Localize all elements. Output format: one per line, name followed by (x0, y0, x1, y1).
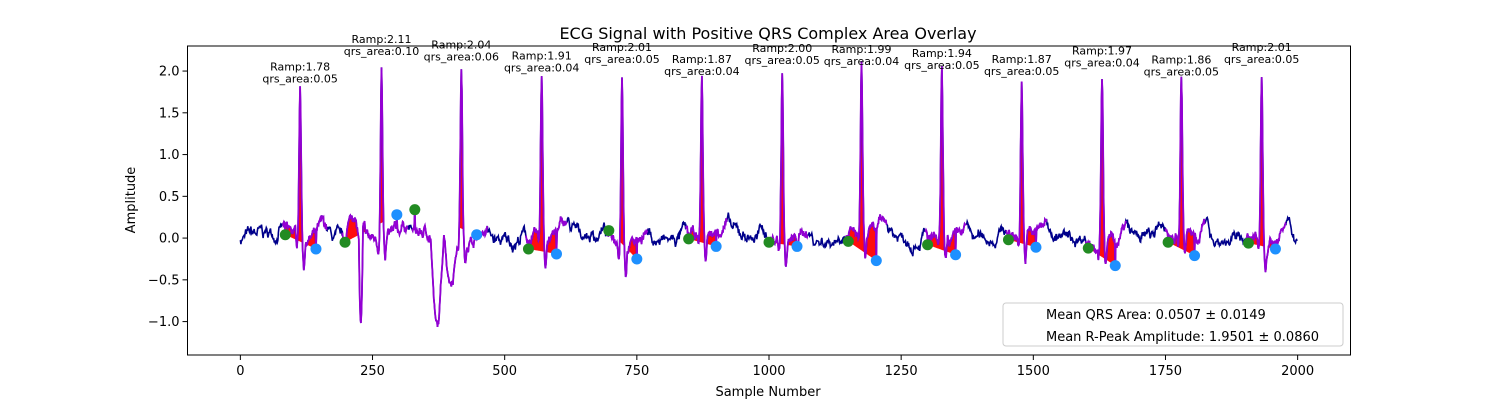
x-tick-label: 2000 (1281, 364, 1314, 379)
x-tick-label: 1250 (885, 364, 918, 379)
x-tick-label: 500 (492, 364, 517, 379)
peak-ramp-label: Ramp:1.94 (912, 47, 972, 60)
peak-ramp-label: Ramp:1.99 (831, 43, 891, 56)
qrs-offset-marker (1109, 260, 1121, 272)
peak-qrs-area-label: qrs_area:0.05 (1144, 66, 1219, 79)
qrs-offset-marker (950, 249, 962, 261)
qrs-segment-line (281, 86, 328, 271)
peak-ramp-label: Ramp:1.78 (270, 60, 330, 73)
qrs-area-fill (1088, 79, 1116, 266)
qrs-area-fill (927, 66, 956, 255)
qrs-onset-marker (1162, 236, 1174, 248)
qrs-segment-line (1005, 81, 1048, 265)
qrs-offset-marker (1030, 241, 1042, 253)
qrs-offset-marker (631, 253, 643, 265)
qrs-area-fill (1248, 77, 1276, 249)
peak-ramp-label: Ramp:2.04 (431, 39, 491, 52)
peak-ramp-label: Ramp:2.01 (592, 41, 652, 54)
qrs-onset-marker (1242, 237, 1254, 249)
qrs-segment-line (524, 76, 568, 269)
peak-qrs-area-label: qrs_area:0.04 (824, 55, 899, 68)
qrs-segment-line (924, 66, 967, 258)
legend-entry-r-peak: Mean R-Peak Amplitude: 1.9501 ± 0.0860 (1046, 330, 1319, 345)
qrs-offset-marker (310, 243, 322, 255)
axes: 0 250 500 750 1000 1250 1500 1750 2000 −1.0 −0.5 0.… (148, 65, 1314, 379)
qrs-onset-marker (339, 236, 351, 248)
peak-ramp-label: Ramp:1.87 (672, 53, 732, 66)
peak-qrs-area-label: qrs_area:0.05 (262, 72, 337, 85)
plot-area (239, 61, 1298, 328)
peak-qrs-area-label: qrs_area:0.10 (344, 45, 419, 58)
qrs-offset-marker (1189, 250, 1201, 262)
qrs-segment-line (844, 61, 888, 261)
qrs-offset-marker (550, 248, 562, 260)
x-tick-label: 1000 (752, 364, 785, 379)
x-axis-title: Sample Number (715, 385, 821, 400)
legend-entry-qrs-area: Mean QRS Area: 0.0507 ± 0.0149 (1046, 308, 1266, 323)
qrs-onset-marker (763, 236, 775, 248)
qrs-onset-marker (1082, 242, 1094, 254)
peak-qrs-area-label: qrs_area:0.04 (504, 62, 579, 75)
peak-qrs-area-label: qrs_area:0.04 (664, 65, 739, 78)
y-tick-label: 0.5 (159, 190, 180, 205)
qrs-offset-marker (471, 229, 483, 241)
peak-ramp-label: Ramp:2.11 (351, 33, 411, 46)
y-tick-label: −0.5 (148, 273, 180, 288)
x-tick-label: 1750 (1149, 364, 1182, 379)
peak-ramp-label: Ramp:1.86 (1151, 54, 1211, 67)
y-tick-label: 1.5 (159, 106, 180, 121)
qrs-segment-line (685, 75, 728, 262)
x-tick-label: 0 (236, 364, 244, 379)
peak-qrs-area-label: qrs_area:0.05 (1224, 53, 1299, 66)
peak-ramp-label: Ramp:2.01 (1232, 41, 1292, 54)
qrs-offset-marker (870, 255, 882, 267)
chart-title: ECG Signal with Positive QRS Complex Are… (559, 24, 976, 43)
x-tick-label: 250 (360, 364, 385, 379)
qrs-segment-line (605, 77, 649, 278)
qrs-offset-marker (1269, 243, 1281, 255)
qrs-area-fill (1168, 76, 1195, 256)
peak-qrs-area-label: qrs_area:0.05 (744, 54, 819, 67)
qrs-onset-marker (279, 229, 291, 241)
qrs-segment-line (1164, 76, 1206, 256)
legend: Mean QRS Area: 0.0507 ± 0.0149 Mean R-Pe… (1002, 302, 1344, 347)
peak-qrs-area-label: qrs_area:0.05 (984, 65, 1059, 78)
peak-annotations: Ramp:1.78qrs_area:0.05Ramp:2.11qrs_area:… (262, 33, 1299, 86)
qrs-onset-marker (842, 235, 854, 247)
y-tick-label: 2.0 (159, 65, 180, 80)
peak-ramp-label: Ramp:1.91 (512, 50, 572, 63)
y-tick-label: 0.0 (159, 232, 180, 247)
qrs-segment-line (1244, 77, 1287, 273)
peak-qrs-area-label: qrs_area:0.04 (1064, 57, 1139, 70)
qrs-segment-line (765, 73, 809, 267)
qrs-onset-marker (1002, 234, 1014, 246)
y-axis-title: Amplitude (124, 167, 139, 234)
peak-qrs-area-label: qrs_area:0.05 (904, 59, 979, 72)
qrs-offset-marker (791, 240, 803, 252)
x-tick-label: 750 (624, 364, 649, 379)
legend-box (1002, 302, 1344, 347)
x-tick-label: 1500 (1017, 364, 1050, 379)
qrs-onset-marker (409, 204, 421, 216)
peak-ramp-label: Ramp:2.00 (752, 42, 812, 55)
qrs-area-fill (345, 67, 397, 243)
qrs-onset-marker (922, 239, 934, 251)
qrs-offset-marker (391, 209, 403, 221)
qrs-onset-marker (522, 243, 534, 255)
peak-ramp-label: Ramp:1.87 (992, 53, 1052, 66)
qrs-onset-marker (603, 225, 615, 237)
peak-qrs-area-label: qrs_area:0.05 (584, 53, 659, 66)
peak-qrs-area-label: qrs_area:0.06 (424, 51, 499, 64)
y-tick-label: 1.0 (159, 148, 180, 163)
qrs-segment-line (341, 67, 409, 324)
y-tick-label: −1.0 (148, 315, 180, 330)
peak-ramp-label: Ramp:1.97 (1072, 45, 1132, 58)
qrs-offset-marker (710, 240, 722, 252)
qrs-onset-marker (683, 233, 695, 245)
